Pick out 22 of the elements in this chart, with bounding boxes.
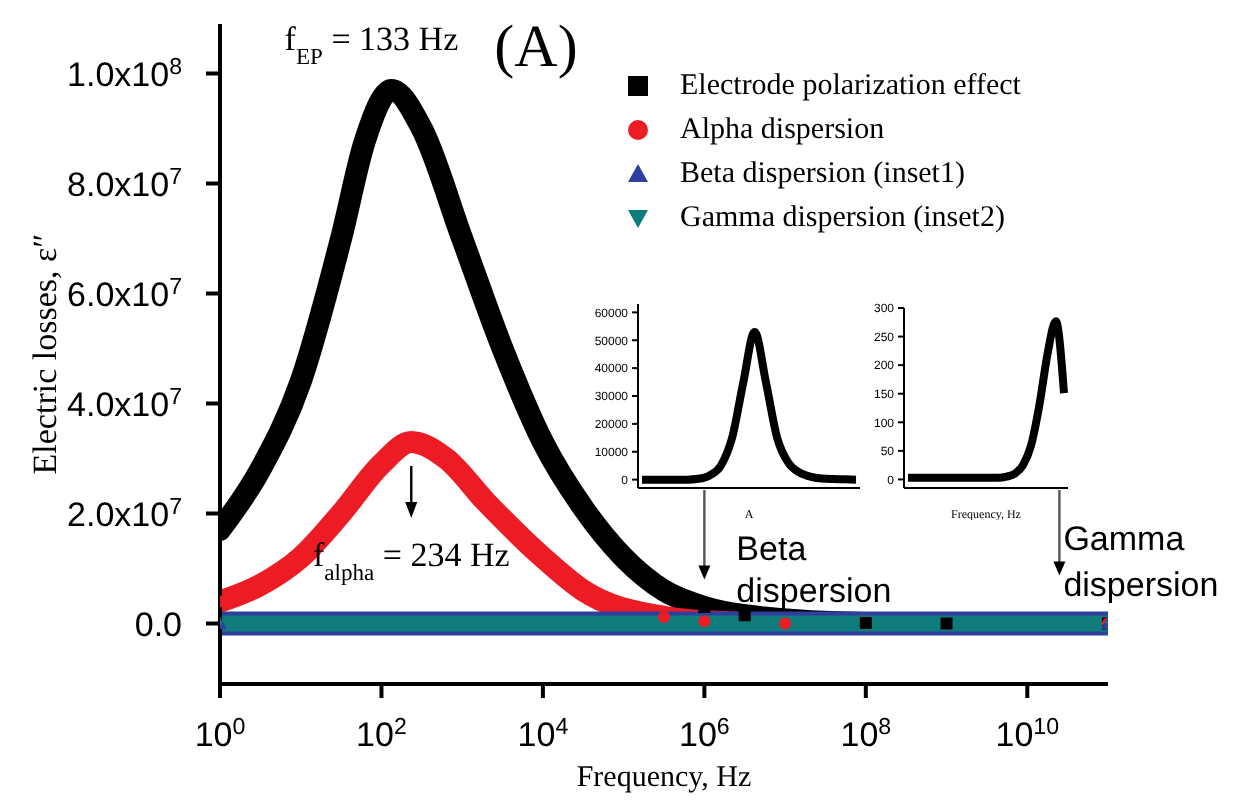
legend-label: Gamma dispersion (inset2): [680, 201, 1005, 235]
x-tick-label: 10$^{6}$: [679, 716, 730, 754]
x-tick-label: 10$^{0}$: [194, 716, 246, 754]
y-tick-label: 1.0x10$^{8}$: [67, 55, 182, 94]
x-tick-label: 10$^{4}$: [517, 716, 570, 754]
y-axis-title: Electric losses, ε″: [26, 233, 64, 475]
y-tick-label: 2.0x10$^{7}$: [67, 495, 182, 534]
legend-label: Beta dispersion (inset1): [680, 157, 965, 191]
y-tick-label: 6.0x10$^{7}$: [67, 275, 182, 314]
annotation: (A): [494, 14, 578, 80]
annotation: Gamma dispersion: [1063, 520, 1219, 604]
y-tick-label: 8.0x10$^{7}$: [67, 165, 182, 204]
x-axis-title: Frequency, Hz: [576, 762, 753, 794]
y-tick-label: 4.0x10$^{7}$: [67, 385, 182, 424]
annotation: Beta dispersion: [736, 530, 892, 610]
legend-label: Electrode polarization effect: [680, 69, 1021, 103]
y-tick-label: 0.0: [134, 605, 182, 644]
x-tick-label: 10$^{10}$: [995, 716, 1060, 754]
x-tick-label: 10$^{8}$: [840, 716, 892, 754]
legend-label: Alpha dispersion: [680, 113, 885, 147]
x-tick-label: 10$^{2}$: [356, 716, 407, 754]
annotation: f$_{EP}$ = 133 Hz: [284, 20, 460, 69]
